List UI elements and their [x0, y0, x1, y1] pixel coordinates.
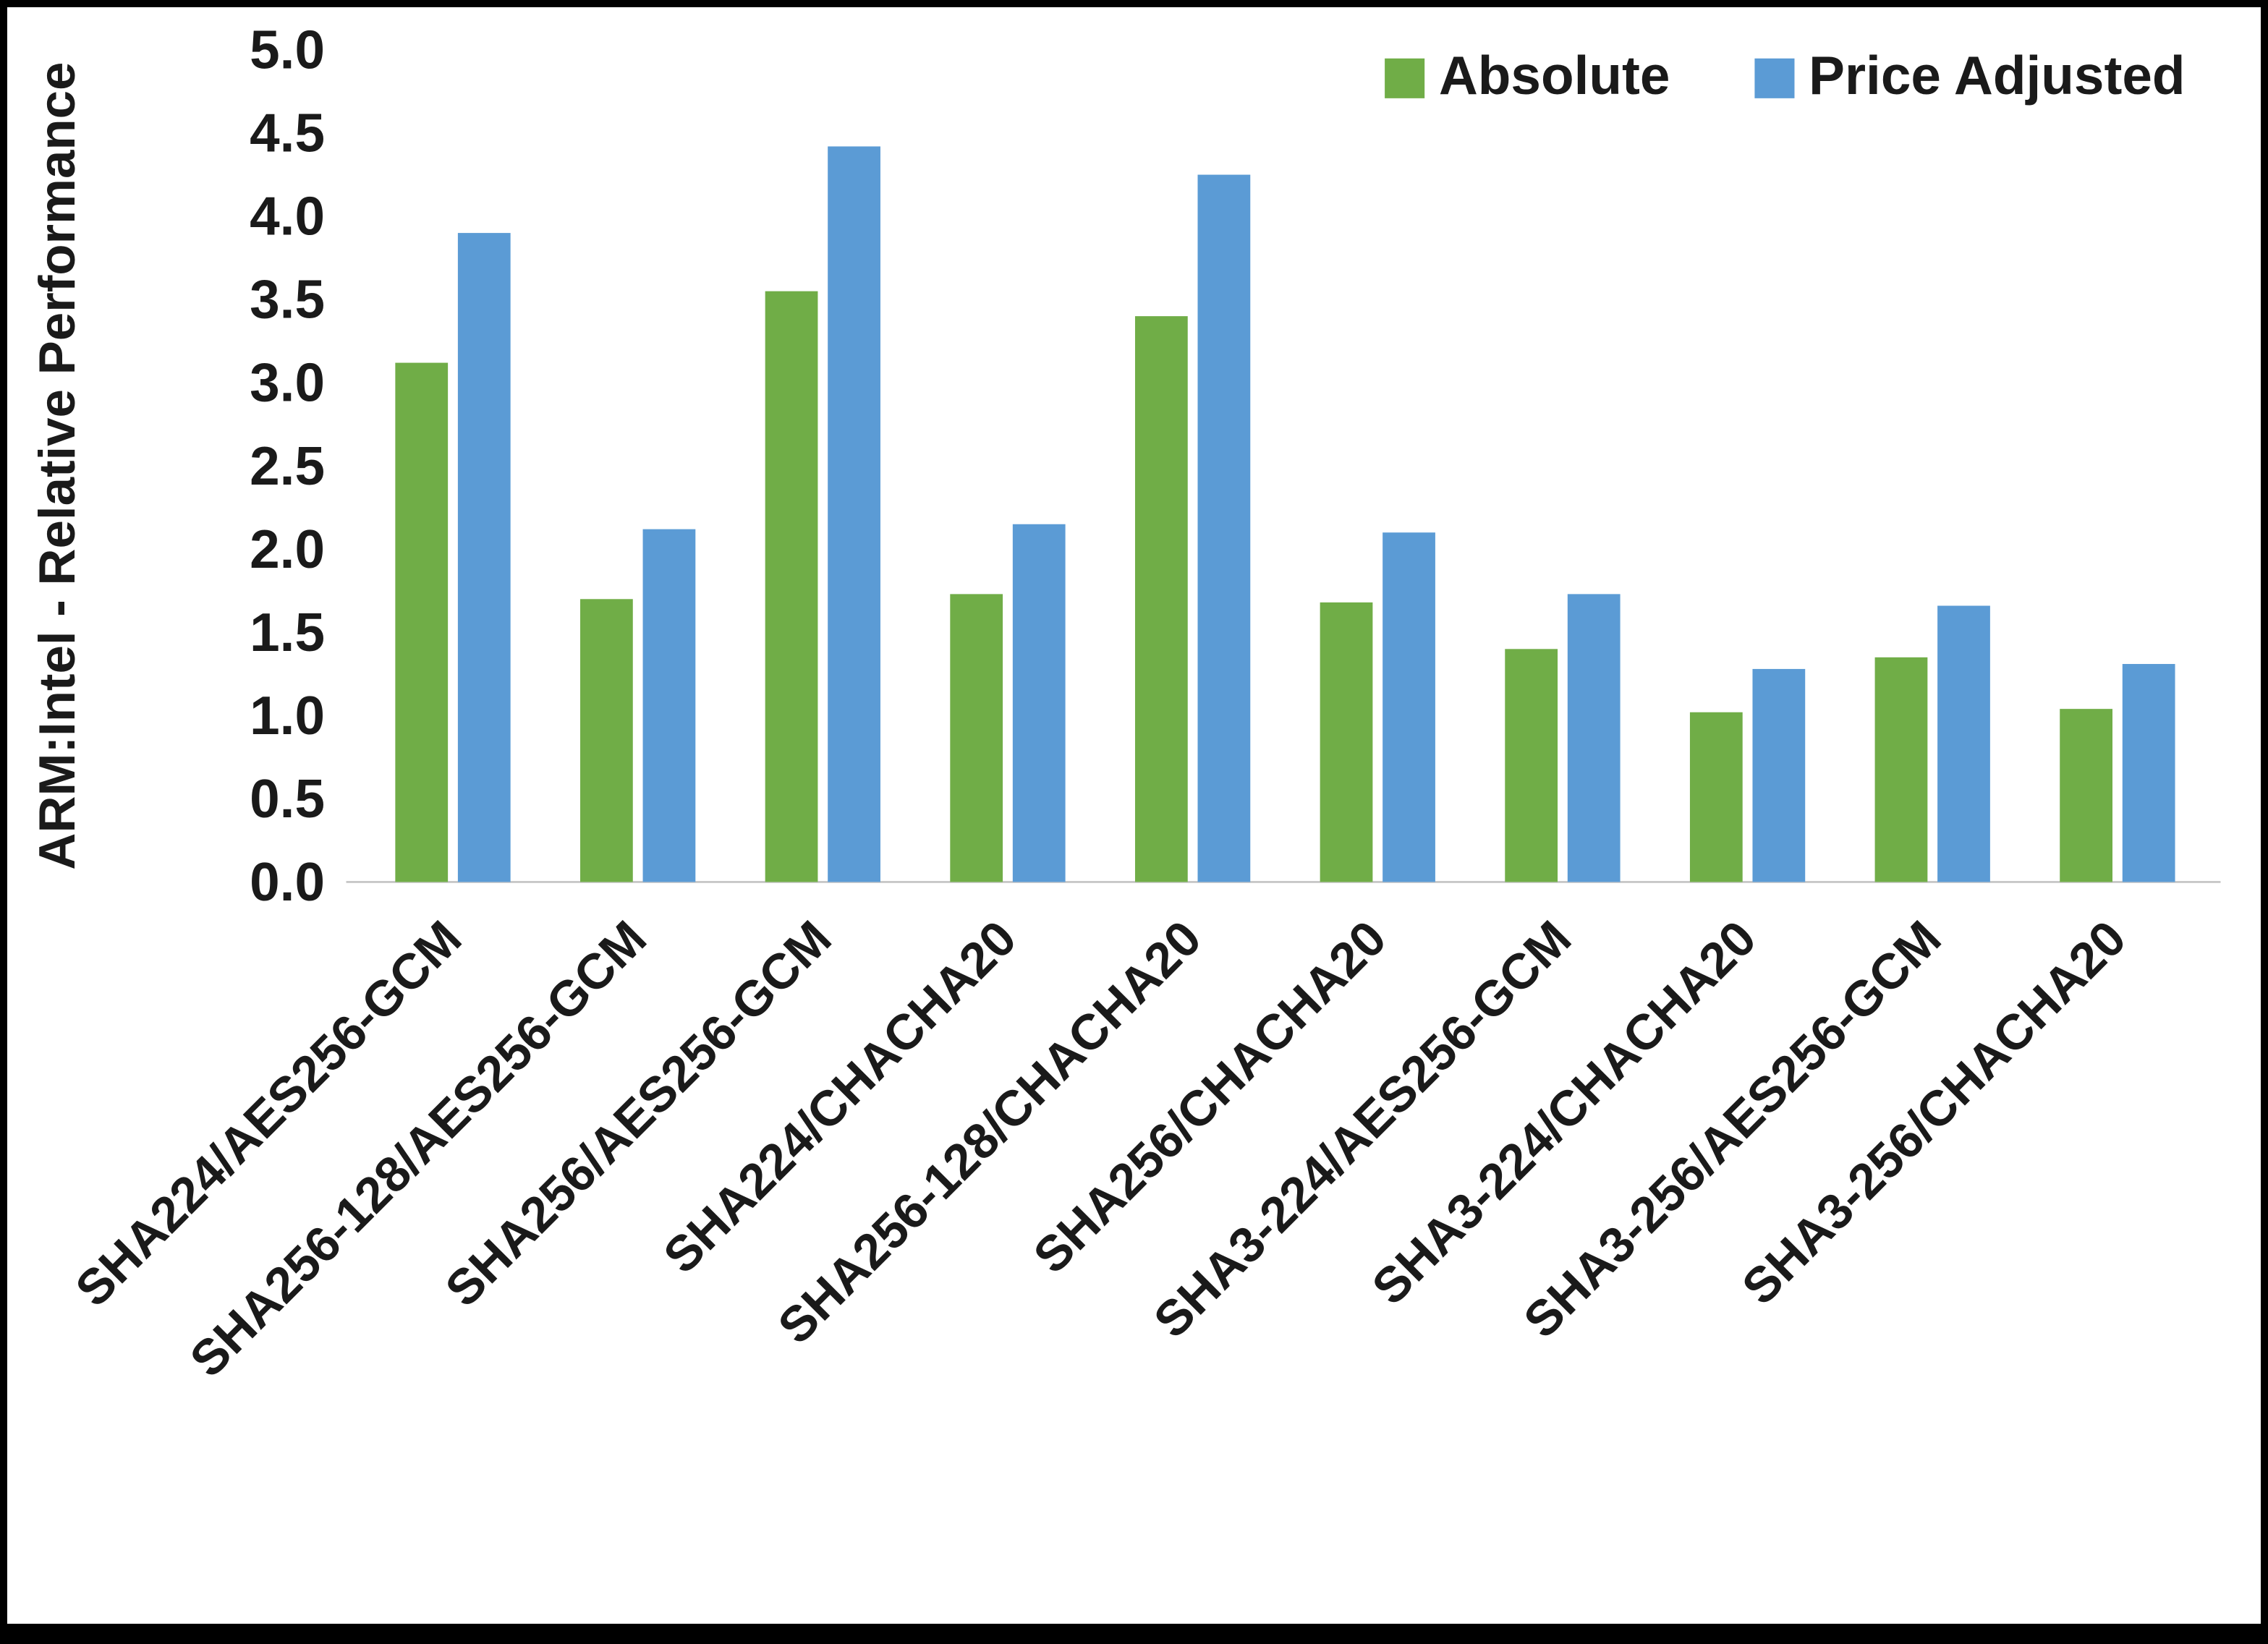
y-tick-label: 0.0 — [250, 851, 325, 912]
x-category-label: SHA256/CHACHA20 — [1023, 910, 1397, 1284]
bar-price-adjusted — [828, 146, 880, 882]
y-tick-label: 4.5 — [250, 103, 325, 163]
bar-price-adjusted — [642, 529, 696, 882]
y-tick-label: 2.0 — [250, 519, 325, 579]
bar-absolute — [1874, 657, 1928, 882]
bar-price-adjusted — [1383, 532, 1435, 882]
x-category-label: SHA224/AES256-GCM — [65, 910, 472, 1317]
bar-absolute — [580, 599, 633, 882]
bar-absolute — [1689, 712, 1743, 882]
y-tick-label: 3.5 — [250, 269, 325, 330]
legend: Absolute Price Adjusted — [1385, 45, 2186, 106]
bar-price-adjusted — [1197, 174, 1251, 882]
y-tick-label: 2.5 — [250, 435, 325, 496]
x-category-label: SHA3-256/CHACHA20 — [1731, 910, 2136, 1315]
bar-price-adjusted — [1012, 524, 1066, 882]
y-tick-label: 0.5 — [250, 768, 325, 829]
y-axis-title: ARM:Intel - Relative Performance — [29, 62, 86, 870]
bar-price-adjusted — [1567, 594, 1621, 882]
y-tick-label: 5.0 — [250, 20, 325, 80]
bar-price-adjusted — [1937, 605, 1990, 882]
bar-price-adjusted — [457, 233, 511, 882]
x-category-label: SHA256/AES256-GCM — [435, 910, 842, 1317]
y-tick-label: 4.0 — [250, 186, 325, 247]
bar-absolute — [950, 594, 1003, 882]
y-tick-label: 1.0 — [250, 685, 325, 746]
bar-absolute — [2060, 709, 2113, 882]
bar-absolute — [395, 362, 449, 882]
bar-absolute — [1134, 316, 1188, 882]
bar-price-adjusted — [2122, 664, 2175, 882]
bar-absolute — [765, 291, 818, 882]
legend-label-absolute: Absolute — [1439, 45, 1670, 106]
legend-swatch-price-adjusted — [1754, 58, 1795, 98]
chart-svg: 0.0 0.5 1.0 1.5 2.0 2.5 3.0 3.5 4.0 4.5 5.0 SHA224/… — [29, 20, 2221, 1387]
x-category-label: SHA224/CHACHA20 — [653, 910, 1027, 1284]
bar-price-adjusted — [1752, 668, 1806, 882]
x-category-label: SHA3-224/CHACHA20 — [1362, 910, 1767, 1315]
legend-swatch-absolute — [1385, 58, 1425, 98]
y-tick-label: 1.5 — [250, 602, 325, 663]
bar-absolute — [1505, 649, 1558, 882]
bar-absolute — [1320, 602, 1373, 882]
legend-label-price-adjusted: Price Adjusted — [1809, 45, 2185, 106]
y-tick-label: 3.0 — [250, 352, 325, 413]
